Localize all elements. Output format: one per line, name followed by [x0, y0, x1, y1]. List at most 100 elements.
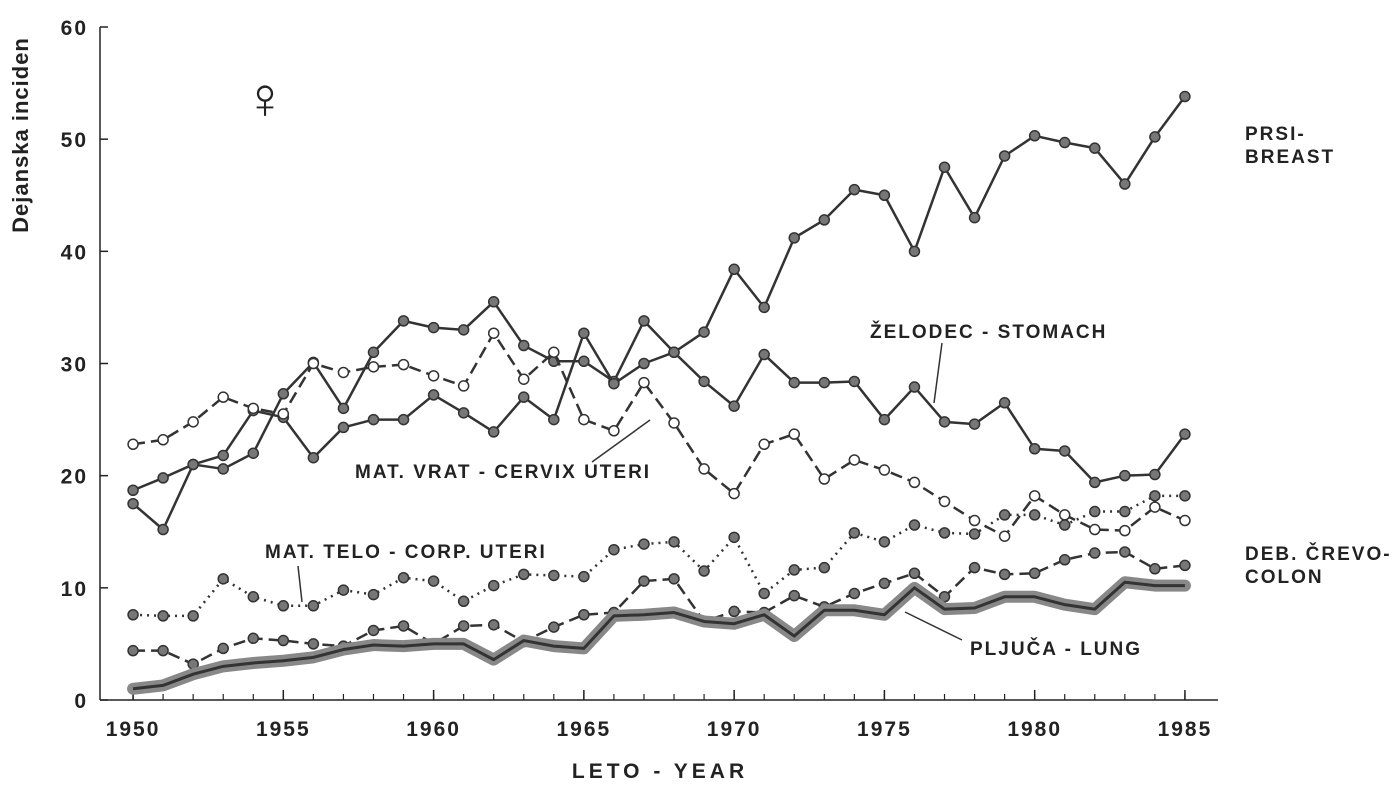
leader-line	[297, 565, 303, 603]
y-tick-label: 0	[74, 690, 88, 713]
point	[908, 381, 921, 393]
point	[548, 346, 560, 359]
x-tick-label: 1970	[707, 718, 762, 741]
leader-line	[904, 611, 963, 641]
x-tick-label: 1985	[1158, 718, 1213, 741]
point	[127, 609, 139, 621]
series-label: PLJUČA - LUNG	[970, 638, 1142, 660]
point	[728, 605, 740, 618]
point	[1058, 445, 1071, 457]
point	[157, 610, 169, 622]
point	[127, 484, 139, 496]
point	[608, 425, 620, 437]
series	[127, 327, 1191, 536]
x-tick-label: 1965	[557, 718, 612, 741]
point	[217, 391, 229, 403]
point	[337, 421, 350, 434]
series	[127, 327, 1191, 542]
point	[187, 458, 199, 471]
point	[307, 451, 320, 464]
point	[1179, 490, 1191, 502]
point	[818, 473, 831, 485]
point	[127, 644, 139, 657]
point	[548, 621, 560, 633]
point	[1089, 547, 1101, 559]
point	[698, 375, 710, 388]
point	[548, 413, 560, 426]
point	[848, 527, 861, 539]
point	[758, 301, 770, 314]
point	[1179, 559, 1191, 572]
point	[638, 575, 650, 587]
point	[1058, 519, 1071, 531]
point	[457, 595, 470, 608]
point	[968, 561, 981, 574]
point	[998, 397, 1011, 409]
point	[998, 530, 1011, 542]
point	[968, 514, 981, 527]
point	[728, 400, 740, 412]
point	[217, 573, 229, 585]
series-label: ŽELODEC - STOMACH	[870, 321, 1107, 343]
point	[848, 183, 861, 196]
point	[698, 326, 710, 338]
point	[217, 449, 229, 462]
point	[307, 357, 320, 370]
point	[397, 571, 410, 584]
point	[968, 211, 981, 224]
point	[1028, 509, 1041, 521]
point	[1149, 501, 1161, 513]
point	[457, 324, 470, 336]
point	[908, 519, 921, 531]
point	[1028, 490, 1041, 502]
point	[668, 536, 680, 548]
point	[788, 232, 800, 244]
point	[367, 413, 380, 426]
series-label: DEB. ČREVO-COLON	[1245, 543, 1392, 588]
point	[518, 339, 530, 352]
point	[487, 426, 500, 438]
point	[1119, 505, 1131, 518]
series-line	[132, 331, 1186, 531]
point	[487, 327, 500, 339]
series-line	[132, 95, 1186, 492]
point	[247, 402, 260, 415]
point	[157, 644, 169, 657]
point	[367, 346, 380, 359]
y-tick-label: 50	[61, 129, 88, 152]
point	[1089, 476, 1101, 489]
point	[367, 361, 380, 373]
point	[487, 619, 500, 631]
y-tick-label: 20	[61, 466, 88, 489]
point	[908, 567, 921, 580]
point	[277, 388, 290, 400]
point	[758, 348, 770, 361]
point	[578, 570, 590, 583]
point	[638, 315, 650, 327]
x-tick-label: 1975	[857, 718, 912, 741]
point	[578, 413, 590, 426]
point	[457, 407, 470, 419]
point	[1089, 523, 1101, 536]
point	[518, 391, 530, 403]
point	[548, 569, 560, 582]
leader-lines	[297, 342, 963, 641]
point	[247, 591, 260, 603]
point	[427, 575, 440, 587]
y-tick-label: 40	[61, 241, 88, 264]
point	[578, 609, 590, 621]
point	[1058, 509, 1071, 521]
point	[848, 587, 861, 600]
point	[1149, 468, 1161, 481]
point	[427, 389, 440, 401]
point	[247, 447, 260, 459]
point	[337, 402, 350, 415]
point	[968, 418, 981, 430]
point	[457, 380, 470, 392]
point	[878, 189, 891, 201]
point	[578, 355, 590, 368]
point	[1089, 142, 1101, 154]
series-label: PRSI-BREAST	[1245, 124, 1335, 168]
point	[938, 416, 951, 428]
